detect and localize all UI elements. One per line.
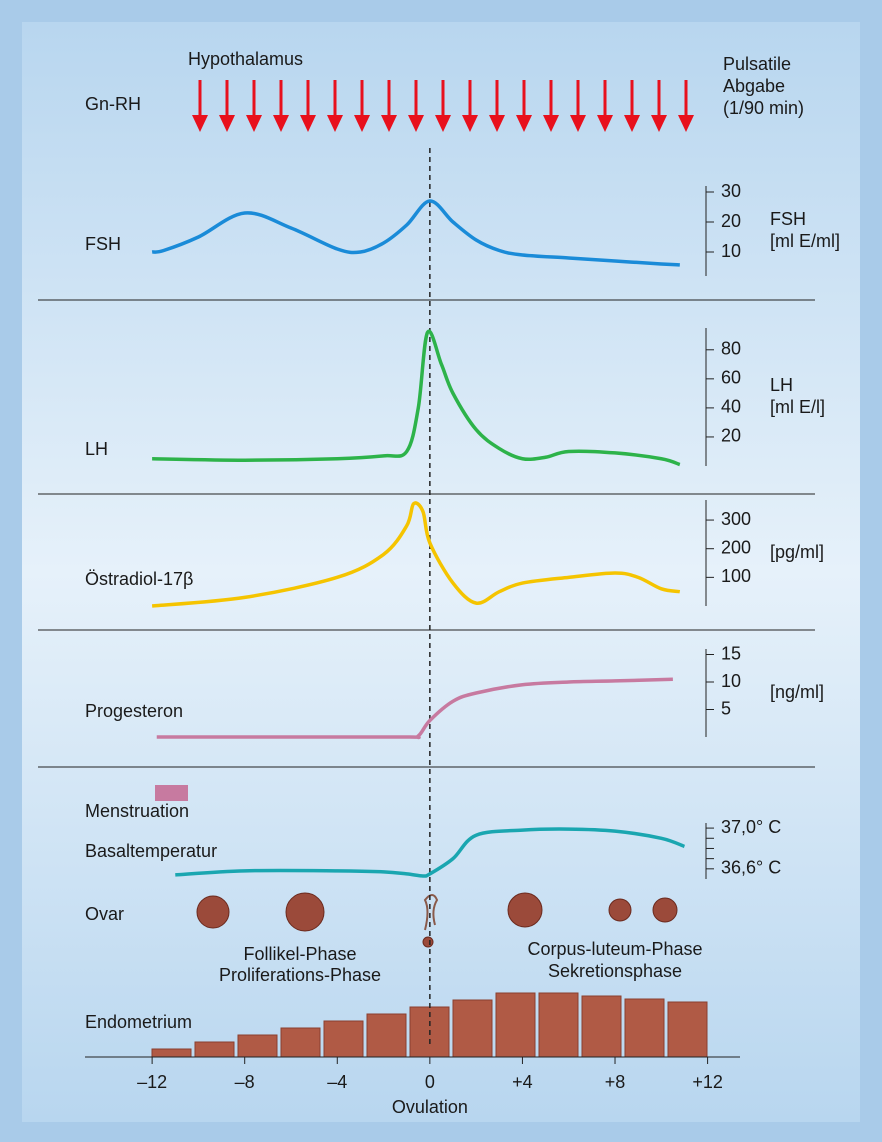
x-tick-label: –12 bbox=[137, 1072, 167, 1092]
gnrh-arrowhead bbox=[300, 115, 316, 132]
gnrh-arrowhead bbox=[435, 115, 451, 132]
y-tick-label: 300 bbox=[721, 509, 751, 529]
series-name: FSH bbox=[85, 234, 121, 254]
gnrh-arrowhead bbox=[516, 115, 532, 132]
gnrh-arrowhead bbox=[246, 115, 262, 132]
x-tick-label: –4 bbox=[327, 1072, 347, 1092]
gnrh-arrowhead bbox=[408, 115, 424, 132]
gnrh-arrowhead bbox=[624, 115, 640, 132]
endometrium-block bbox=[538, 992, 579, 1058]
endometrium-block bbox=[151, 1048, 192, 1058]
endometrium-block bbox=[581, 995, 622, 1058]
unit-label: [ml E/l] bbox=[770, 397, 825, 417]
gnrh-arrowhead bbox=[273, 115, 289, 132]
data-line bbox=[151, 501, 681, 608]
endometrium-block bbox=[194, 1041, 235, 1058]
y-tick-label: 80 bbox=[721, 339, 741, 359]
x-tick-label: –8 bbox=[235, 1072, 255, 1092]
gnrh-arrowhead bbox=[489, 115, 505, 132]
endometrium-block bbox=[495, 992, 536, 1058]
endometrium-block bbox=[452, 999, 493, 1058]
y-tick-label: 20 bbox=[721, 211, 741, 231]
y-tick-label: 10 bbox=[721, 671, 741, 691]
series-name: Östradiol-17β bbox=[85, 569, 193, 589]
y-tick-label: 20 bbox=[721, 426, 741, 446]
y-tick-label: 10 bbox=[721, 241, 741, 261]
panel-bg bbox=[22, 22, 860, 1122]
gnrh-arrowhead bbox=[327, 115, 343, 132]
unit-label: [ng/ml] bbox=[770, 682, 824, 702]
gnrh-arrowhead bbox=[570, 115, 586, 132]
ovary-images bbox=[196, 892, 678, 948]
x-tick-label: 0 bbox=[425, 1072, 435, 1092]
endometrium: Endometrium bbox=[85, 1012, 192, 1032]
data-line bbox=[175, 827, 686, 878]
endometrium-block bbox=[366, 1013, 407, 1058]
phase-label: Follikel-Phase bbox=[243, 944, 356, 964]
y-tick-label: 30 bbox=[721, 181, 741, 201]
y-tick-label: 5 bbox=[721, 698, 731, 718]
menstruation: Menstruation bbox=[85, 801, 189, 821]
ovary-rupture bbox=[423, 894, 439, 931]
endometrium-block bbox=[280, 1027, 321, 1058]
x-axis-label: Ovulation bbox=[392, 1097, 468, 1117]
pulsatile: (1/90 min) bbox=[723, 98, 804, 118]
pulsatile: Abgabe bbox=[723, 76, 785, 96]
x-tick-label: +12 bbox=[692, 1072, 723, 1092]
endometrium-block bbox=[667, 1001, 708, 1058]
phase-label: Sekretionsphase bbox=[548, 961, 682, 981]
endometrium-block bbox=[624, 998, 665, 1058]
data-line bbox=[152, 329, 681, 467]
y-tick-label: 36,6° C bbox=[721, 858, 781, 878]
y-tick-label: 37,0° C bbox=[721, 817, 781, 837]
menstruation-bar bbox=[155, 785, 188, 801]
y-tick-label: 40 bbox=[721, 397, 741, 417]
series-name: LH bbox=[85, 439, 108, 459]
y-tick-label: 15 bbox=[721, 643, 741, 663]
gnrh-arrowhead bbox=[462, 115, 478, 132]
gnrh-arrowhead bbox=[381, 115, 397, 132]
gnrh-arrowhead bbox=[651, 115, 667, 132]
gnrh-arrowhead bbox=[678, 115, 694, 132]
endometrium-block bbox=[323, 1020, 364, 1058]
unit-label: LH bbox=[770, 375, 793, 395]
phase-label: Corpus-luteum-Phase bbox=[527, 939, 702, 959]
unit-label: [ml E/ml] bbox=[770, 231, 840, 251]
gnrh-arrowhead bbox=[192, 115, 208, 132]
y-tick-label: 100 bbox=[721, 566, 751, 586]
series-name: Basaltemperatur bbox=[85, 841, 217, 861]
series-name: Progesteron bbox=[85, 701, 183, 721]
x-tick-label: +4 bbox=[512, 1072, 533, 1092]
y-tick-label: 60 bbox=[721, 368, 741, 388]
gnrh-arrowhead bbox=[354, 115, 370, 132]
ovar: Ovar bbox=[85, 904, 124, 924]
phase-label: Proliferations-Phase bbox=[219, 965, 381, 985]
endometrium-block bbox=[237, 1034, 278, 1058]
gnrh: Gn-RH bbox=[85, 94, 141, 114]
separators bbox=[38, 299, 815, 768]
gnrh-arrowhead bbox=[219, 115, 235, 132]
unit-label: [pg/ml] bbox=[770, 542, 824, 562]
gnrh-arrowhead bbox=[597, 115, 613, 132]
x-tick-label: +8 bbox=[605, 1072, 626, 1092]
data-line bbox=[156, 677, 673, 740]
hypothalamus: Hypothalamus bbox=[188, 49, 303, 69]
gnrh-arrowhead bbox=[543, 115, 559, 132]
data-line bbox=[151, 199, 680, 267]
unit-label: FSH bbox=[770, 209, 806, 229]
pulsatile: Pulsatile bbox=[723, 54, 791, 74]
y-tick-label: 200 bbox=[721, 537, 751, 557]
